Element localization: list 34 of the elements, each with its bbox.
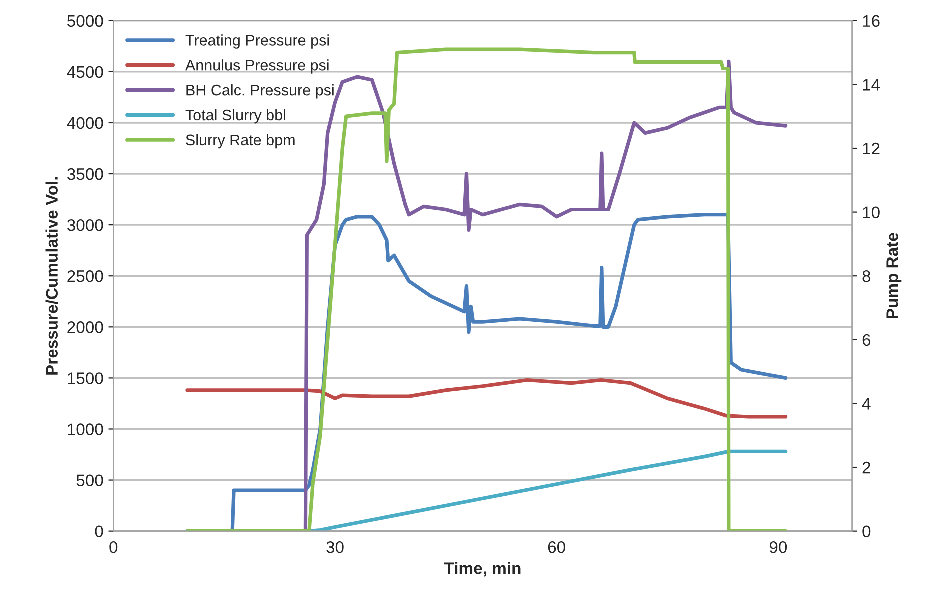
- y-tick-label: 3500: [67, 168, 104, 180]
- line-series: [186, 48, 788, 532]
- y2-tick-label: 16: [863, 15, 880, 28]
- legend-label: Treating Pressure psi: [186, 34, 330, 49]
- y2-tick-label: 0: [862, 526, 871, 538]
- y-tick-label: 3000: [67, 219, 104, 232]
- x-tick-label: 30: [326, 541, 344, 554]
- y2-tick-label: 6: [862, 334, 871, 346]
- y2-tick-label: 14: [863, 79, 880, 91]
- y-axis-title: Pressure/Cumulative Vol.: [46, 177, 58, 375]
- legend-label: Total Slurry bbl: [186, 109, 286, 124]
- y-tick-label: 1500: [68, 372, 104, 384]
- x-tick-label: 90: [770, 541, 788, 554]
- x-axis-title: Time, min: [444, 562, 521, 577]
- y-tick-label: 2500: [68, 270, 104, 282]
- y-tick-label: 4000: [67, 117, 104, 130]
- y-tick-label: 1000: [68, 424, 104, 436]
- line-series: [186, 378, 788, 419]
- y-tick-label: 500: [76, 474, 104, 486]
- y2-tick-label: 8: [862, 270, 871, 282]
- y-tick-label: 0: [95, 526, 104, 538]
- y2-tick-label: 12: [863, 142, 880, 155]
- legend-label: BH Calc. Pressure psi: [186, 84, 334, 99]
- y2-axis-title: Pump Rate: [886, 233, 902, 319]
- y-tick-label: 4500: [67, 66, 104, 78]
- y2-tick-label: 4: [862, 398, 871, 410]
- y2-tick-label: 10: [863, 206, 880, 219]
- x-tick-label: 0: [110, 541, 118, 554]
- y-tick-label: 5000: [68, 15, 104, 28]
- legend-label: Slurry Rate bpm: [186, 134, 295, 149]
- x-tick-label: 60: [548, 541, 566, 554]
- legend-label: Annulus Pressure psi: [185, 60, 329, 74]
- y2-tick-label: 2: [862, 462, 870, 474]
- y-tick-label: 2000: [68, 322, 104, 334]
